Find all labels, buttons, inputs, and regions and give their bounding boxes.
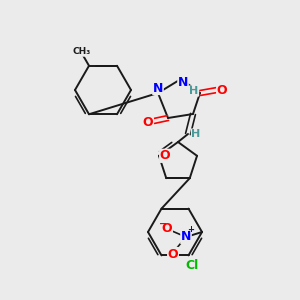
Text: O: O bbox=[168, 248, 178, 260]
Text: CH₃: CH₃ bbox=[72, 47, 91, 56]
Text: Cl: Cl bbox=[186, 259, 199, 272]
Text: O: O bbox=[160, 149, 170, 162]
Text: −: − bbox=[159, 219, 167, 229]
Text: O: O bbox=[217, 83, 227, 97]
Text: N: N bbox=[153, 82, 163, 94]
Text: O: O bbox=[143, 116, 153, 128]
Text: N: N bbox=[178, 76, 188, 88]
Text: O: O bbox=[162, 223, 172, 236]
Text: H: H bbox=[189, 86, 199, 96]
Text: H: H bbox=[191, 129, 201, 139]
Text: N: N bbox=[181, 230, 191, 244]
Text: +: + bbox=[188, 226, 194, 235]
